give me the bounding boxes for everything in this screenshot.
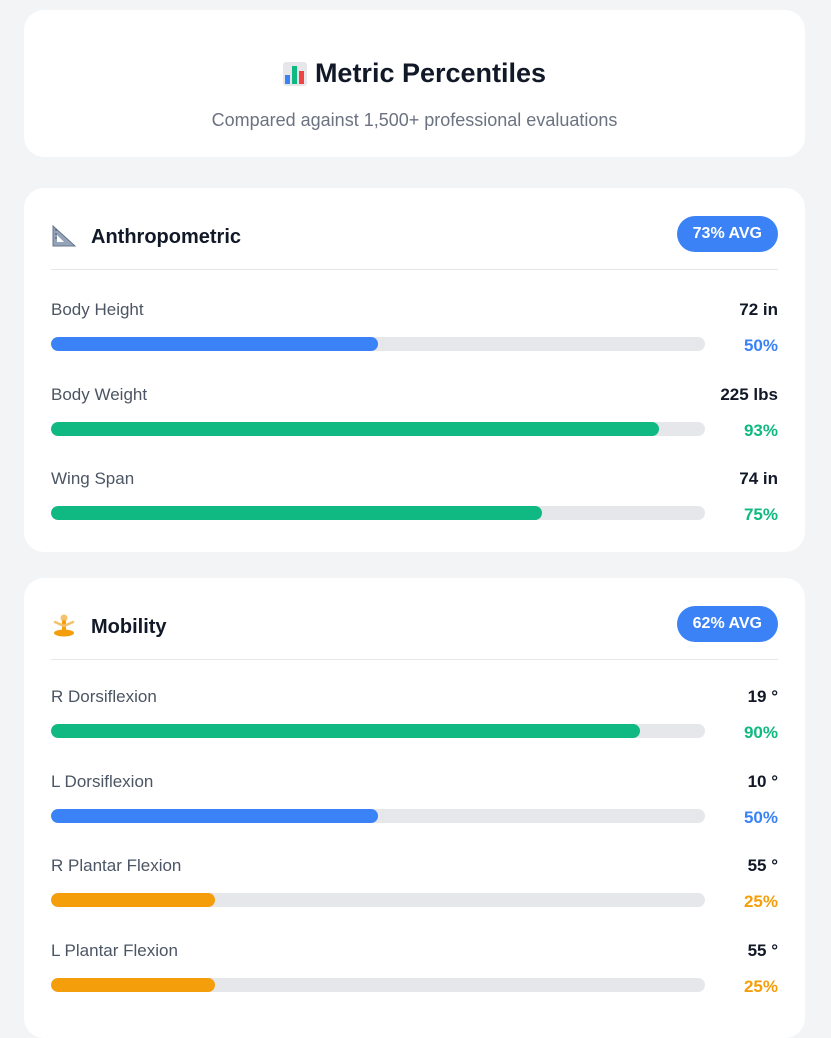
percentile-bar-fill — [51, 421, 660, 436]
metric-row: L Plantar Flexion 55 ° 25% — [51, 941, 778, 1011]
yoga-person-icon — [51, 613, 77, 639]
triangle-ruler-icon — [51, 223, 77, 249]
metric-value: 72 in — [739, 300, 778, 319]
page-title-text: Metric Percentiles — [314, 58, 547, 88]
percentile-bar-fill — [51, 506, 542, 520]
section-title: Mobility — [91, 616, 167, 638]
percentile-value: 50% — [743, 807, 778, 827]
percentile-bar-fill — [51, 337, 378, 351]
metric-row: L Dorsiflexion 10 ° 50% — [51, 772, 778, 842]
metric-row: Body Height 72 in 50% — [51, 300, 778, 370]
section-title: Anthropometric — [91, 226, 241, 248]
metric-label: R Dorsiflexion — [51, 687, 157, 706]
metric-label: R Plantar Flexion — [51, 856, 182, 875]
metric-value: 19 ° — [747, 687, 778, 706]
section-header: Anthropometric 73% AVG — [51, 216, 778, 270]
percentile-bar-fill — [51, 724, 640, 738]
metric-value: 74 in — [739, 469, 778, 488]
percentile-bar-track — [51, 893, 705, 907]
avg-badge: 62% AVG — [676, 606, 778, 642]
metric-label: L Plantar Flexion — [51, 940, 178, 960]
bar-chart-icon — [282, 61, 307, 86]
page-title: Metric Percentiles — [24, 58, 805, 89]
section-header: Mobility 62% AVG — [51, 606, 778, 660]
section-card-mobility: Mobility 62% AVG R Dorsiflexion 19 ° 90% L … — [24, 578, 805, 1038]
metric-value: 10 ° — [747, 771, 778, 791]
percentile-value: 50% — [743, 336, 778, 355]
metric-row: R Dorsiflexion 19 ° 90% — [51, 687, 778, 757]
percentile-bar-track — [51, 977, 705, 992]
percentile-value: 25% — [743, 892, 778, 911]
percentile-bar-track — [51, 808, 705, 823]
percentile-bar-fill — [51, 893, 215, 907]
percentile-bar-track — [51, 337, 705, 351]
percentile-bar-track — [51, 724, 705, 738]
percentile-bar-fill — [51, 808, 378, 823]
percentile-bar-track — [51, 506, 705, 520]
metric-value: 55 ° — [747, 856, 778, 875]
metric-label: Body Weight — [51, 384, 148, 404]
metric-label: Wing Span — [51, 469, 135, 488]
percentile-value: 93% — [743, 420, 778, 440]
metric-row: Body Weight 225 lbs 93% — [51, 385, 778, 455]
metric-row: Wing Span 74 in 75% — [51, 469, 778, 539]
section-card-anthropometric: Anthropometric 73% AVG Body Height 72 in 5… — [24, 188, 805, 552]
header-card: Metric Percentiles Compared against 1,50… — [24, 10, 805, 157]
percentile-value: 75% — [743, 505, 778, 524]
percentile-value: 90% — [743, 723, 778, 742]
percentile-bar-track — [51, 421, 705, 436]
percentile-value: 25% — [743, 976, 778, 996]
metric-value: 55 ° — [747, 940, 778, 960]
metric-value: 225 lbs — [720, 384, 778, 404]
metric-row: R Plantar Flexion 55 ° 25% — [51, 856, 778, 926]
percentile-bar-fill — [51, 977, 215, 992]
metric-label: Body Height — [51, 300, 144, 319]
avg-badge: 73% AVG — [676, 216, 778, 252]
page-subtitle: Compared against 1,500+ professional eva… — [211, 110, 618, 130]
metric-label: L Dorsiflexion — [51, 771, 154, 791]
